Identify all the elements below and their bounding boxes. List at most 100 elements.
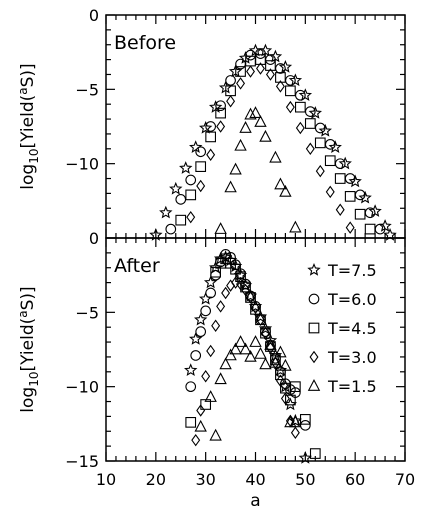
data-point bbox=[306, 119, 316, 129]
data-point bbox=[192, 435, 200, 446]
legend-label: T=7.5 bbox=[327, 261, 377, 280]
series-T=6.0 bbox=[186, 250, 310, 431]
data-point bbox=[236, 59, 246, 69]
legend-marker bbox=[310, 352, 318, 363]
data-point bbox=[190, 333, 201, 343]
data-point bbox=[201, 306, 211, 316]
data-point bbox=[196, 147, 206, 157]
data-point bbox=[225, 182, 236, 192]
data-point bbox=[160, 207, 171, 217]
data-point bbox=[180, 163, 191, 173]
data-point bbox=[186, 382, 196, 392]
data-point bbox=[207, 346, 215, 357]
data-point bbox=[316, 166, 324, 177]
legend-label: T=3.0 bbox=[327, 348, 377, 367]
legend: T=7.5 T=6.0 T=4.5 T=3.0 T=1.5 bbox=[309, 261, 377, 396]
legend-marker bbox=[309, 294, 319, 304]
y-tick-label: −5 bbox=[75, 303, 99, 322]
data-point bbox=[237, 78, 245, 89]
data-point bbox=[227, 96, 235, 107]
data-point bbox=[166, 224, 176, 234]
data-point bbox=[235, 140, 246, 150]
data-point bbox=[230, 164, 241, 174]
legend-marker bbox=[309, 264, 320, 274]
data-point bbox=[287, 102, 295, 113]
data-point bbox=[195, 421, 206, 431]
data-point bbox=[205, 277, 216, 287]
data-point bbox=[296, 90, 306, 100]
data-point bbox=[186, 418, 196, 428]
data-point bbox=[210, 430, 221, 440]
data-point bbox=[345, 192, 355, 202]
data-point bbox=[215, 223, 226, 233]
legend-label: T=1.5 bbox=[327, 377, 377, 396]
legend-marker bbox=[309, 380, 320, 390]
data-point bbox=[186, 175, 196, 185]
data-point bbox=[211, 270, 221, 280]
data-point bbox=[197, 181, 205, 192]
data-point bbox=[301, 421, 311, 431]
data-point bbox=[270, 152, 281, 162]
data-point bbox=[196, 327, 206, 337]
y-tick-label: −10 bbox=[65, 378, 99, 397]
data-point bbox=[250, 336, 261, 346]
data-point bbox=[235, 336, 246, 346]
data-point bbox=[196, 162, 206, 172]
data-point bbox=[185, 365, 196, 375]
data-point bbox=[202, 371, 210, 382]
data-point bbox=[286, 76, 296, 86]
data-point bbox=[240, 122, 251, 132]
data-point bbox=[307, 144, 315, 155]
data-point bbox=[292, 427, 300, 438]
data-point bbox=[326, 187, 334, 198]
data-point bbox=[286, 86, 296, 96]
data-point bbox=[336, 204, 344, 215]
data-point bbox=[222, 288, 230, 299]
x-tick-label: 70 bbox=[395, 470, 415, 489]
data-point bbox=[206, 288, 216, 298]
panel-label: After bbox=[114, 255, 160, 277]
data-point bbox=[260, 359, 271, 369]
data-point bbox=[225, 350, 236, 360]
data-point bbox=[335, 174, 345, 184]
data-point bbox=[207, 149, 215, 160]
data-point bbox=[301, 415, 311, 425]
data-point bbox=[275, 179, 286, 189]
data-point bbox=[290, 222, 301, 232]
y-axis-title: log10[Yield(aS)] bbox=[16, 63, 41, 189]
data-point bbox=[365, 224, 375, 234]
data-point bbox=[212, 320, 220, 331]
x-tick-label: 40 bbox=[245, 470, 265, 489]
legend-marker bbox=[309, 323, 319, 333]
y-tick-label: 0 bbox=[89, 6, 99, 25]
legend-label: T=6.0 bbox=[327, 290, 377, 309]
x-tick-label: 10 bbox=[96, 470, 116, 489]
y-tick-label: −10 bbox=[65, 155, 99, 174]
data-point bbox=[297, 123, 305, 134]
panel-label: Before bbox=[114, 32, 176, 54]
x-axis-title: a bbox=[250, 491, 260, 511]
data-point bbox=[355, 209, 365, 219]
data-point bbox=[215, 373, 226, 383]
x-tick-label: 30 bbox=[195, 470, 215, 489]
y-tick-label: −15 bbox=[65, 452, 99, 471]
data-point bbox=[335, 159, 345, 169]
series-T=7.5 bbox=[151, 45, 396, 239]
data-point bbox=[191, 351, 201, 361]
x-tick-label: 60 bbox=[345, 470, 365, 489]
y-tick-label: 0 bbox=[89, 229, 99, 248]
data-point bbox=[247, 66, 255, 77]
y-tick-label: −5 bbox=[75, 80, 99, 99]
data-point bbox=[186, 190, 196, 200]
data-point bbox=[255, 348, 266, 358]
data-point bbox=[260, 131, 271, 141]
data-point bbox=[176, 215, 186, 225]
x-tick-label: 20 bbox=[146, 470, 166, 489]
data-point bbox=[325, 156, 335, 166]
data-point bbox=[226, 76, 236, 86]
data-point bbox=[296, 102, 306, 112]
y-axis-title: log10[Yield(aS)] bbox=[16, 286, 41, 412]
data-point bbox=[187, 212, 195, 223]
